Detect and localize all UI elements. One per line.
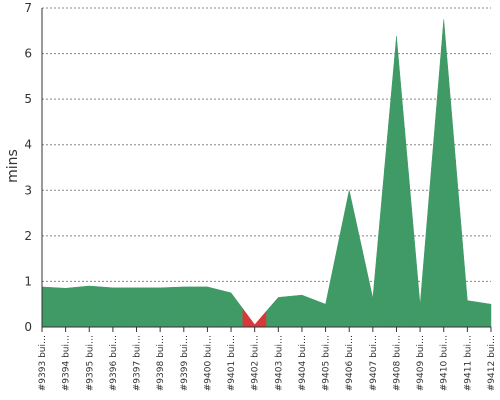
y-tick-label: 6 [24, 47, 32, 61]
y-tick-label: 7 [24, 1, 32, 15]
x-tick-label: #9404 bui… [298, 335, 308, 391]
x-tick-label: #9399 bui… [180, 335, 190, 391]
x-tick-label: #9402 bui… [251, 335, 261, 391]
x-tick-label: #9396 bui… [109, 335, 119, 391]
area-segment [124, 287, 149, 328]
x-tick-label: #9393 bui… [38, 335, 48, 391]
x-tick-label: #9395 bui… [85, 335, 95, 391]
y-axis-label: mins [5, 149, 21, 183]
x-tick-label: #9406 bui… [345, 335, 355, 391]
area-segment [431, 19, 456, 328]
x-tick-label: #9412 bui… [487, 335, 497, 391]
y-tick-label: 3 [24, 183, 32, 197]
x-tick-label: #9400 bui… [203, 335, 213, 391]
y-tick-label: 2 [24, 229, 32, 243]
area-segment [313, 247, 338, 328]
area-segment [408, 162, 433, 328]
area-segment [148, 287, 173, 328]
x-tick-label: #9394 bui… [62, 335, 72, 391]
area-segment [360, 167, 385, 328]
y-tick-label: 0 [24, 320, 32, 334]
area-segment [100, 286, 125, 328]
area-segment [218, 289, 244, 328]
x-tick-label: #9409 bui… [416, 335, 426, 391]
y-tick-label: 4 [24, 138, 32, 152]
area-segment [478, 302, 492, 328]
x-tick-label: #9397 bui… [133, 335, 143, 391]
area-segment [195, 286, 220, 328]
x-tick-label: #9403 bui… [274, 335, 284, 391]
x-tick-label: #9411 bui… [463, 335, 473, 391]
y-tick-label: 1 [24, 274, 32, 288]
x-tick-label: #9408 bui… [392, 335, 402, 391]
area-segment [337, 190, 362, 328]
x-tick-label: #9398 bui… [156, 335, 166, 391]
area-segment [171, 286, 196, 328]
area-segment [455, 159, 480, 328]
area-segment [289, 294, 315, 328]
y-tick-label: 5 [24, 92, 32, 106]
x-tick-label: #9405 bui… [322, 335, 332, 391]
area-segment [242, 308, 267, 328]
area-segment [77, 285, 102, 328]
area-segment [41, 286, 55, 328]
area-segment [384, 36, 409, 328]
area-segment [266, 295, 291, 328]
x-tick-label: #9407 bui… [369, 335, 379, 391]
area-segment [53, 286, 78, 328]
x-tick-label: #9410 bui… [440, 335, 450, 391]
x-tick-label: #9401 bui… [227, 335, 237, 391]
